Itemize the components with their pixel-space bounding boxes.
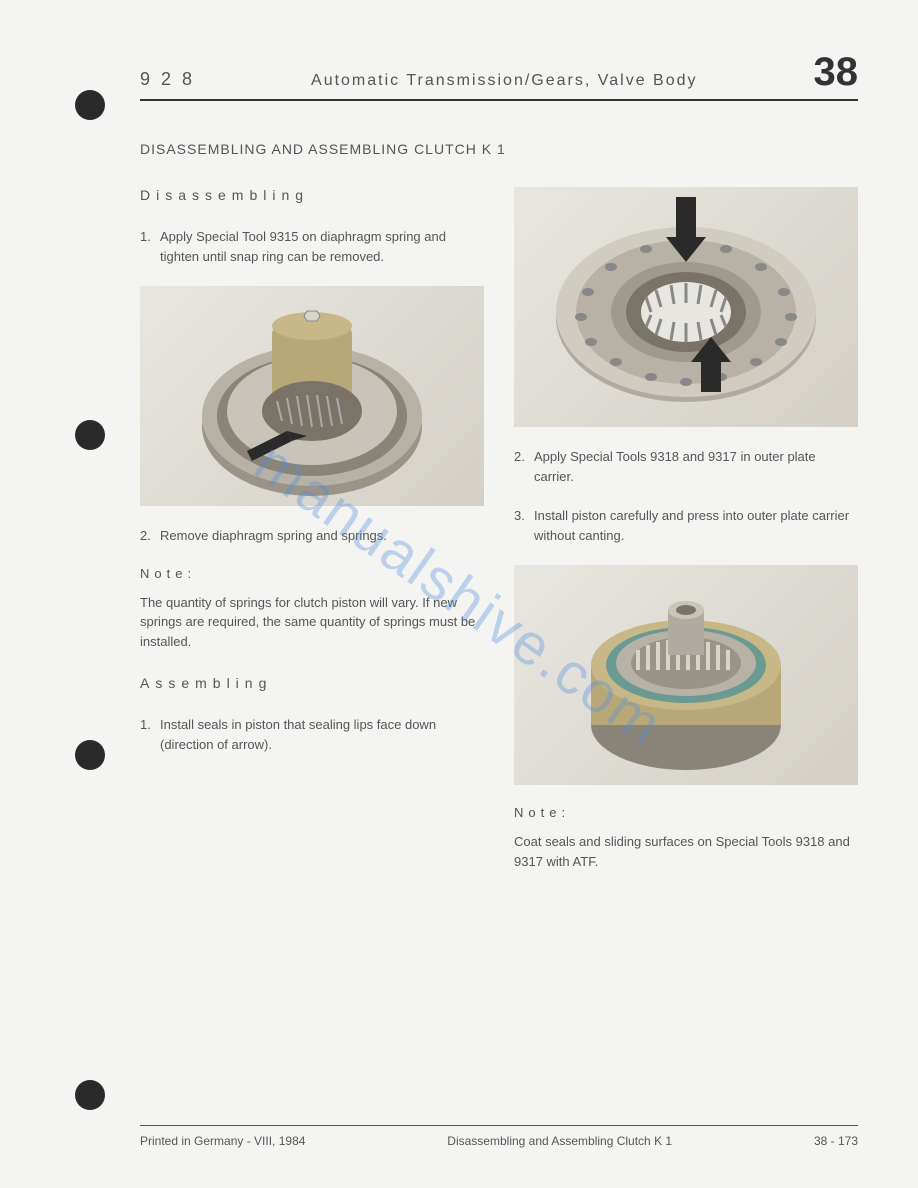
- assembling-step-1: 1. Install seals in piston that sealing …: [140, 715, 484, 754]
- section-number: 38: [814, 50, 859, 95]
- step-number: 2.: [514, 447, 534, 486]
- disassembling-heading: Disassembling: [140, 187, 484, 203]
- note-text: The quantity of springs for clutch pisto…: [140, 593, 484, 652]
- note-label: Note:: [514, 805, 858, 820]
- figure-3: [514, 565, 858, 785]
- page-footer: Printed in Germany - VIII, 1984 Disassem…: [140, 1125, 858, 1148]
- disassembling-step-2: 2. Remove diaphragm spring and springs.: [140, 526, 484, 546]
- chapter-title: Automatic Transmission/Gears, Valve Body: [195, 72, 813, 90]
- step-number: 1.: [140, 227, 160, 266]
- assembling-step-2: 2. Apply Special Tools 9318 and 9317 in …: [514, 447, 858, 486]
- step-text: Install piston carefully and press into …: [534, 506, 858, 545]
- step-text: Remove diaphragm spring and springs.: [160, 526, 484, 546]
- left-column: Disassembling 1. Apply Special Tool 9315…: [140, 187, 484, 895]
- figure-2: [514, 187, 858, 427]
- note-text: Coat seals and sliding surfaces on Speci…: [514, 832, 858, 871]
- step-text: Install seals in piston that sealing lip…: [160, 715, 484, 754]
- page-title: DISASSEMBLING AND ASSEMBLING CLUTCH K 1: [140, 141, 858, 157]
- clutch-tool-illustration: [140, 286, 484, 506]
- step-number: 2.: [140, 526, 160, 546]
- step-text: Apply Special Tools 9318 and 9317 in out…: [534, 447, 858, 486]
- footer-print-info: Printed in Germany - VIII, 1984: [140, 1134, 305, 1148]
- page-header: 9 2 8 Automatic Transmission/Gears, Valv…: [140, 50, 858, 101]
- carrier-illustration: [514, 565, 858, 785]
- footer-page-number: 38 - 173: [814, 1134, 858, 1148]
- note-label: Note:: [140, 566, 484, 581]
- step-text: Apply Special Tool 9315 on diaphragm spr…: [160, 227, 484, 266]
- model-number: 9 2 8: [140, 69, 195, 90]
- step-number: 3.: [514, 506, 534, 545]
- disassembling-step-1: 1. Apply Special Tool 9315 on diaphragm …: [140, 227, 484, 266]
- figure-1: [140, 286, 484, 506]
- footer-title: Disassembling and Assembling Clutch K 1: [305, 1134, 814, 1148]
- assembling-step-3: 3. Install piston carefully and press in…: [514, 506, 858, 545]
- step-number: 1.: [140, 715, 160, 754]
- right-column: 2. Apply Special Tools 9318 and 9317 in …: [514, 187, 858, 895]
- assembling-heading: Assembling: [140, 675, 484, 691]
- piston-seal-illustration: [514, 187, 858, 427]
